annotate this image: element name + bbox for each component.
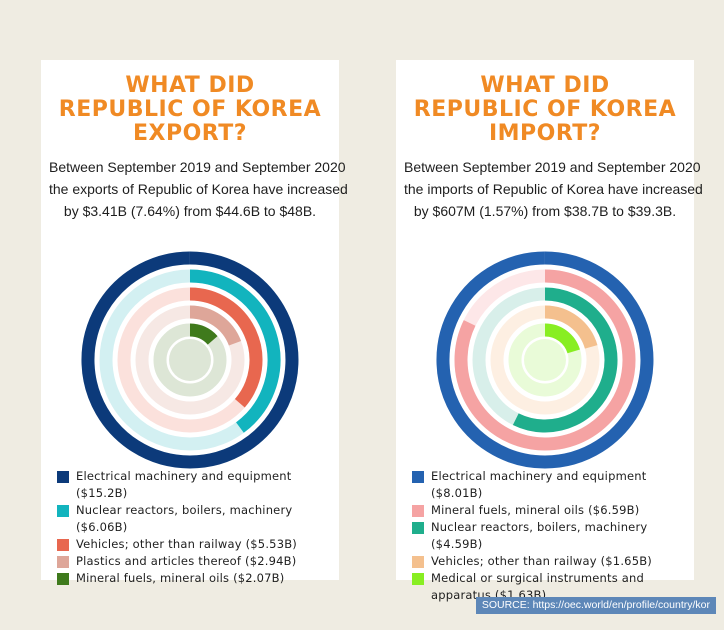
ring-bar: [454, 269, 636, 451]
export-title-line: REPUBLIC OF KOREA: [58, 97, 322, 122]
legend-swatch: [57, 539, 69, 551]
legend-swatch: [57, 573, 69, 585]
legend-label: Mineral fuels, mineral oils ($2.07B): [76, 571, 285, 585]
legend-label: Vehicles; other than railway ($5.53B): [76, 537, 297, 551]
legend-swatch: [412, 573, 424, 585]
legend-swatch: [412, 505, 424, 517]
center-hub: [524, 339, 566, 381]
ring-bar: [189, 323, 218, 345]
legend-label: Electrical machinery and equipment ($8.0…: [431, 469, 647, 500]
export-title: WHAT DID REPUBLIC OF KOREA EXPORT?: [41, 74, 339, 146]
legend-label: Nuclear reactors, boilers, machinery ($6…: [76, 503, 293, 534]
import-desc-line: by $607M (1.57%) from $38.7B to $39.3B.: [413, 203, 677, 219]
ring-bar: [189, 287, 263, 408]
legend-swatch: [57, 556, 69, 568]
legend-item: Mineral fuels, mineral oils ($6.59B): [412, 502, 687, 519]
ring-bar: [81, 251, 299, 469]
import-title-line: IMPORT?: [488, 121, 602, 146]
export-description: Between September 2019 and September 202…: [49, 156, 348, 222]
export-radial-chart: [81, 251, 299, 469]
import-radial-chart: [436, 251, 654, 469]
legend-label: Mineral fuels, mineral oils ($6.59B): [431, 503, 640, 517]
import-title-line: REPUBLIC OF KOREA: [413, 97, 677, 122]
legend-item: Nuclear reactors, boilers, machinery ($6…: [57, 502, 332, 536]
legend-label: Electrical machinery and equipment ($15.…: [76, 469, 292, 500]
export-title-line: EXPORT?: [132, 121, 248, 146]
center-hub: [169, 339, 211, 381]
legend-swatch: [412, 556, 424, 568]
import-title: WHAT DID REPUBLIC OF KOREA IMPORT?: [396, 74, 694, 146]
import-description: Between September 2019 and September 202…: [404, 156, 703, 222]
legend-item: Plastics and articles thereof ($2.94B): [57, 553, 332, 570]
legend-swatch: [412, 471, 424, 483]
import-title-line: WHAT DID: [480, 73, 610, 98]
import-desc-line: Between September 2019 and September 202…: [404, 159, 701, 175]
ring-bar: [189, 269, 281, 433]
legend-swatch: [57, 505, 69, 517]
ring-bar: [544, 323, 580, 354]
legend-label: Vehicles; other than railway ($1.65B): [431, 554, 652, 568]
legend-item: Vehicles; other than railway ($1.65B): [412, 553, 687, 570]
legend-item: Nuclear reactors, boilers, machinery ($4…: [412, 519, 687, 553]
export-panel: WHAT DID REPUBLIC OF KOREA EXPORT? Betwe…: [41, 60, 348, 585]
source-caption: SOURCE: https://oec.world/en/profile/cou…: [475, 597, 716, 614]
import-desc-line: the imports of Republic of Korea have in…: [404, 181, 703, 197]
import-legend: Electrical machinery and equipment ($8.0…: [412, 468, 687, 604]
legend-swatch: [57, 471, 69, 483]
export-title-line: WHAT DID: [125, 73, 255, 98]
export-desc-line: Between September 2019 and September 202…: [49, 159, 346, 175]
legend-item: Medical or surgical instruments and appa…: [412, 570, 687, 604]
legend-item: Electrical machinery and equipment ($15.…: [57, 468, 332, 502]
legend-item: Electrical machinery and equipment ($8.0…: [412, 468, 687, 502]
legend-item: Mineral fuels, mineral oils ($2.07B): [57, 570, 332, 587]
legend-swatch: [412, 522, 424, 534]
export-legend: Electrical machinery and equipment ($15.…: [57, 468, 332, 587]
ring-bar: [544, 305, 598, 349]
ring-bar: [436, 251, 654, 469]
export-desc-line: by $3.41B (7.64%) from $44.6B to $48B.: [63, 203, 317, 219]
import-panel: WHAT DID REPUBLIC OF KOREA IMPORT? Betwe…: [396, 60, 703, 602]
ring-bar: [512, 287, 618, 433]
legend-label: Nuclear reactors, boilers, machinery ($4…: [431, 520, 648, 551]
export-desc-line: the exports of Republic of Korea have in…: [49, 181, 348, 197]
legend-item: Vehicles; other than railway ($5.53B): [57, 536, 332, 553]
ring-bar: [189, 305, 242, 346]
legend-label: Plastics and articles thereof ($2.94B): [76, 554, 297, 568]
